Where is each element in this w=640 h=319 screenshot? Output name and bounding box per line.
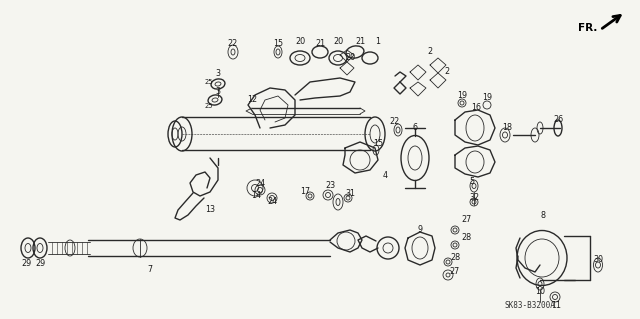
Text: 18: 18	[502, 122, 512, 131]
Text: 10: 10	[535, 287, 545, 296]
Text: 28: 28	[461, 234, 471, 242]
Text: 20: 20	[295, 38, 305, 47]
Text: 16: 16	[471, 103, 481, 113]
Text: 25: 25	[205, 79, 213, 85]
Text: 14: 14	[251, 190, 261, 199]
Text: 3: 3	[216, 69, 221, 78]
Text: 19: 19	[457, 91, 467, 100]
Text: 26: 26	[553, 115, 563, 124]
Text: 24: 24	[267, 197, 277, 206]
Text: 15: 15	[373, 138, 383, 147]
Text: 2: 2	[428, 48, 433, 56]
Text: 6: 6	[413, 122, 417, 131]
Text: 24: 24	[255, 179, 265, 188]
Text: 15: 15	[273, 40, 283, 48]
Text: 3: 3	[216, 87, 221, 97]
Text: 4: 4	[383, 170, 387, 180]
Text: 12: 12	[247, 95, 257, 105]
Text: 23: 23	[325, 182, 335, 190]
Text: 27: 27	[461, 216, 471, 225]
Text: 9: 9	[417, 226, 422, 234]
Text: 32: 32	[469, 194, 479, 203]
Text: 29: 29	[35, 258, 45, 268]
Text: 5: 5	[469, 177, 475, 187]
Text: 1: 1	[376, 36, 381, 46]
Text: 31: 31	[345, 189, 355, 197]
Text: 17: 17	[300, 188, 310, 197]
Text: 21: 21	[355, 36, 365, 46]
Text: 19: 19	[482, 93, 492, 101]
Text: 22: 22	[390, 117, 400, 127]
Text: 27: 27	[450, 268, 460, 277]
Text: 22: 22	[228, 40, 238, 48]
Text: 8: 8	[541, 211, 545, 219]
Text: 29: 29	[21, 258, 31, 268]
Text: 11: 11	[551, 300, 561, 309]
Text: 7: 7	[147, 265, 152, 275]
Text: 20: 20	[345, 54, 355, 63]
Text: 2: 2	[444, 68, 449, 77]
Text: 21: 21	[315, 40, 325, 48]
Text: 28: 28	[450, 253, 460, 262]
Text: SK83-B3200A: SK83-B3200A	[504, 300, 556, 309]
Text: 13: 13	[205, 205, 215, 214]
Text: 20: 20	[333, 38, 343, 47]
Text: FR.: FR.	[579, 23, 598, 33]
Text: 25: 25	[205, 103, 213, 109]
Text: 30: 30	[593, 255, 603, 263]
